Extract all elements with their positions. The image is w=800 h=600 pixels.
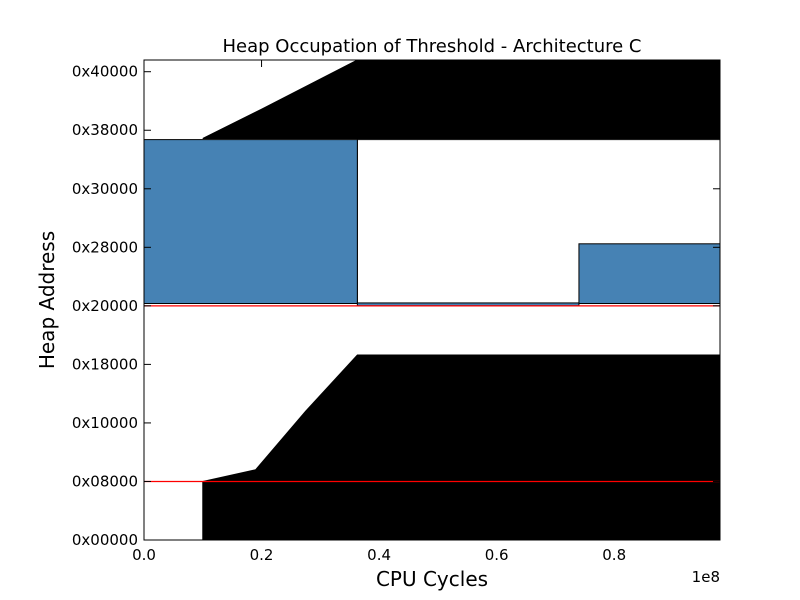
blue-block-1 (143, 139, 358, 305)
y-tick-label-1: 0x08000 (72, 472, 138, 490)
x-axis-title: CPU Cycles (376, 567, 488, 591)
plot-area (143, 59, 721, 541)
plot-frame (143, 59, 721, 541)
y-axis: 0x00000 0x08000 0x10000 0x18000 0x20000 0x280… (72, 63, 720, 549)
y-tick-label-2: 0x10000 (72, 414, 138, 432)
x-axis: 0.0 0.2 0.4 0.6 0.8 (132, 60, 626, 564)
y-tick-label-4: 0x20000 (72, 297, 138, 315)
y-tick-label-3: 0x18000 (72, 355, 138, 373)
x-tick-label-3: 0.6 (485, 546, 509, 564)
x-tick-label-4: 0.8 (602, 546, 626, 564)
chart-title: Heap Occupation of Threshold - Architect… (222, 36, 641, 57)
y-tick-label-7: 0x38000 (72, 121, 138, 139)
y-tick-label-5: 0x28000 (72, 238, 138, 256)
x-tick-label-2: 0.4 (367, 546, 391, 564)
x-tick-label-1: 0.2 (250, 546, 274, 564)
y-tick-label-8: 0x40000 (72, 63, 138, 81)
x-tick-label-0: 0.0 (132, 546, 156, 564)
y-axis-title: Heap Address (35, 231, 59, 369)
y-tick-label-0: 0x00000 (72, 531, 138, 549)
y-tick-label-6: 0x30000 (72, 180, 138, 198)
blue-block-2 (578, 243, 721, 305)
x-axis-multiplier: 1e8 (692, 568, 720, 586)
